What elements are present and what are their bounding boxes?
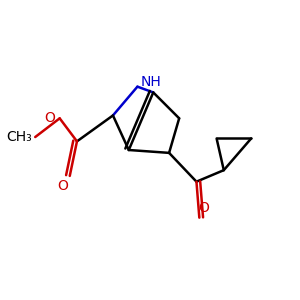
Text: O: O xyxy=(44,111,56,125)
Text: O: O xyxy=(198,201,209,215)
Text: O: O xyxy=(57,179,68,193)
Text: NH: NH xyxy=(140,75,161,89)
Text: CH₃: CH₃ xyxy=(7,130,32,144)
